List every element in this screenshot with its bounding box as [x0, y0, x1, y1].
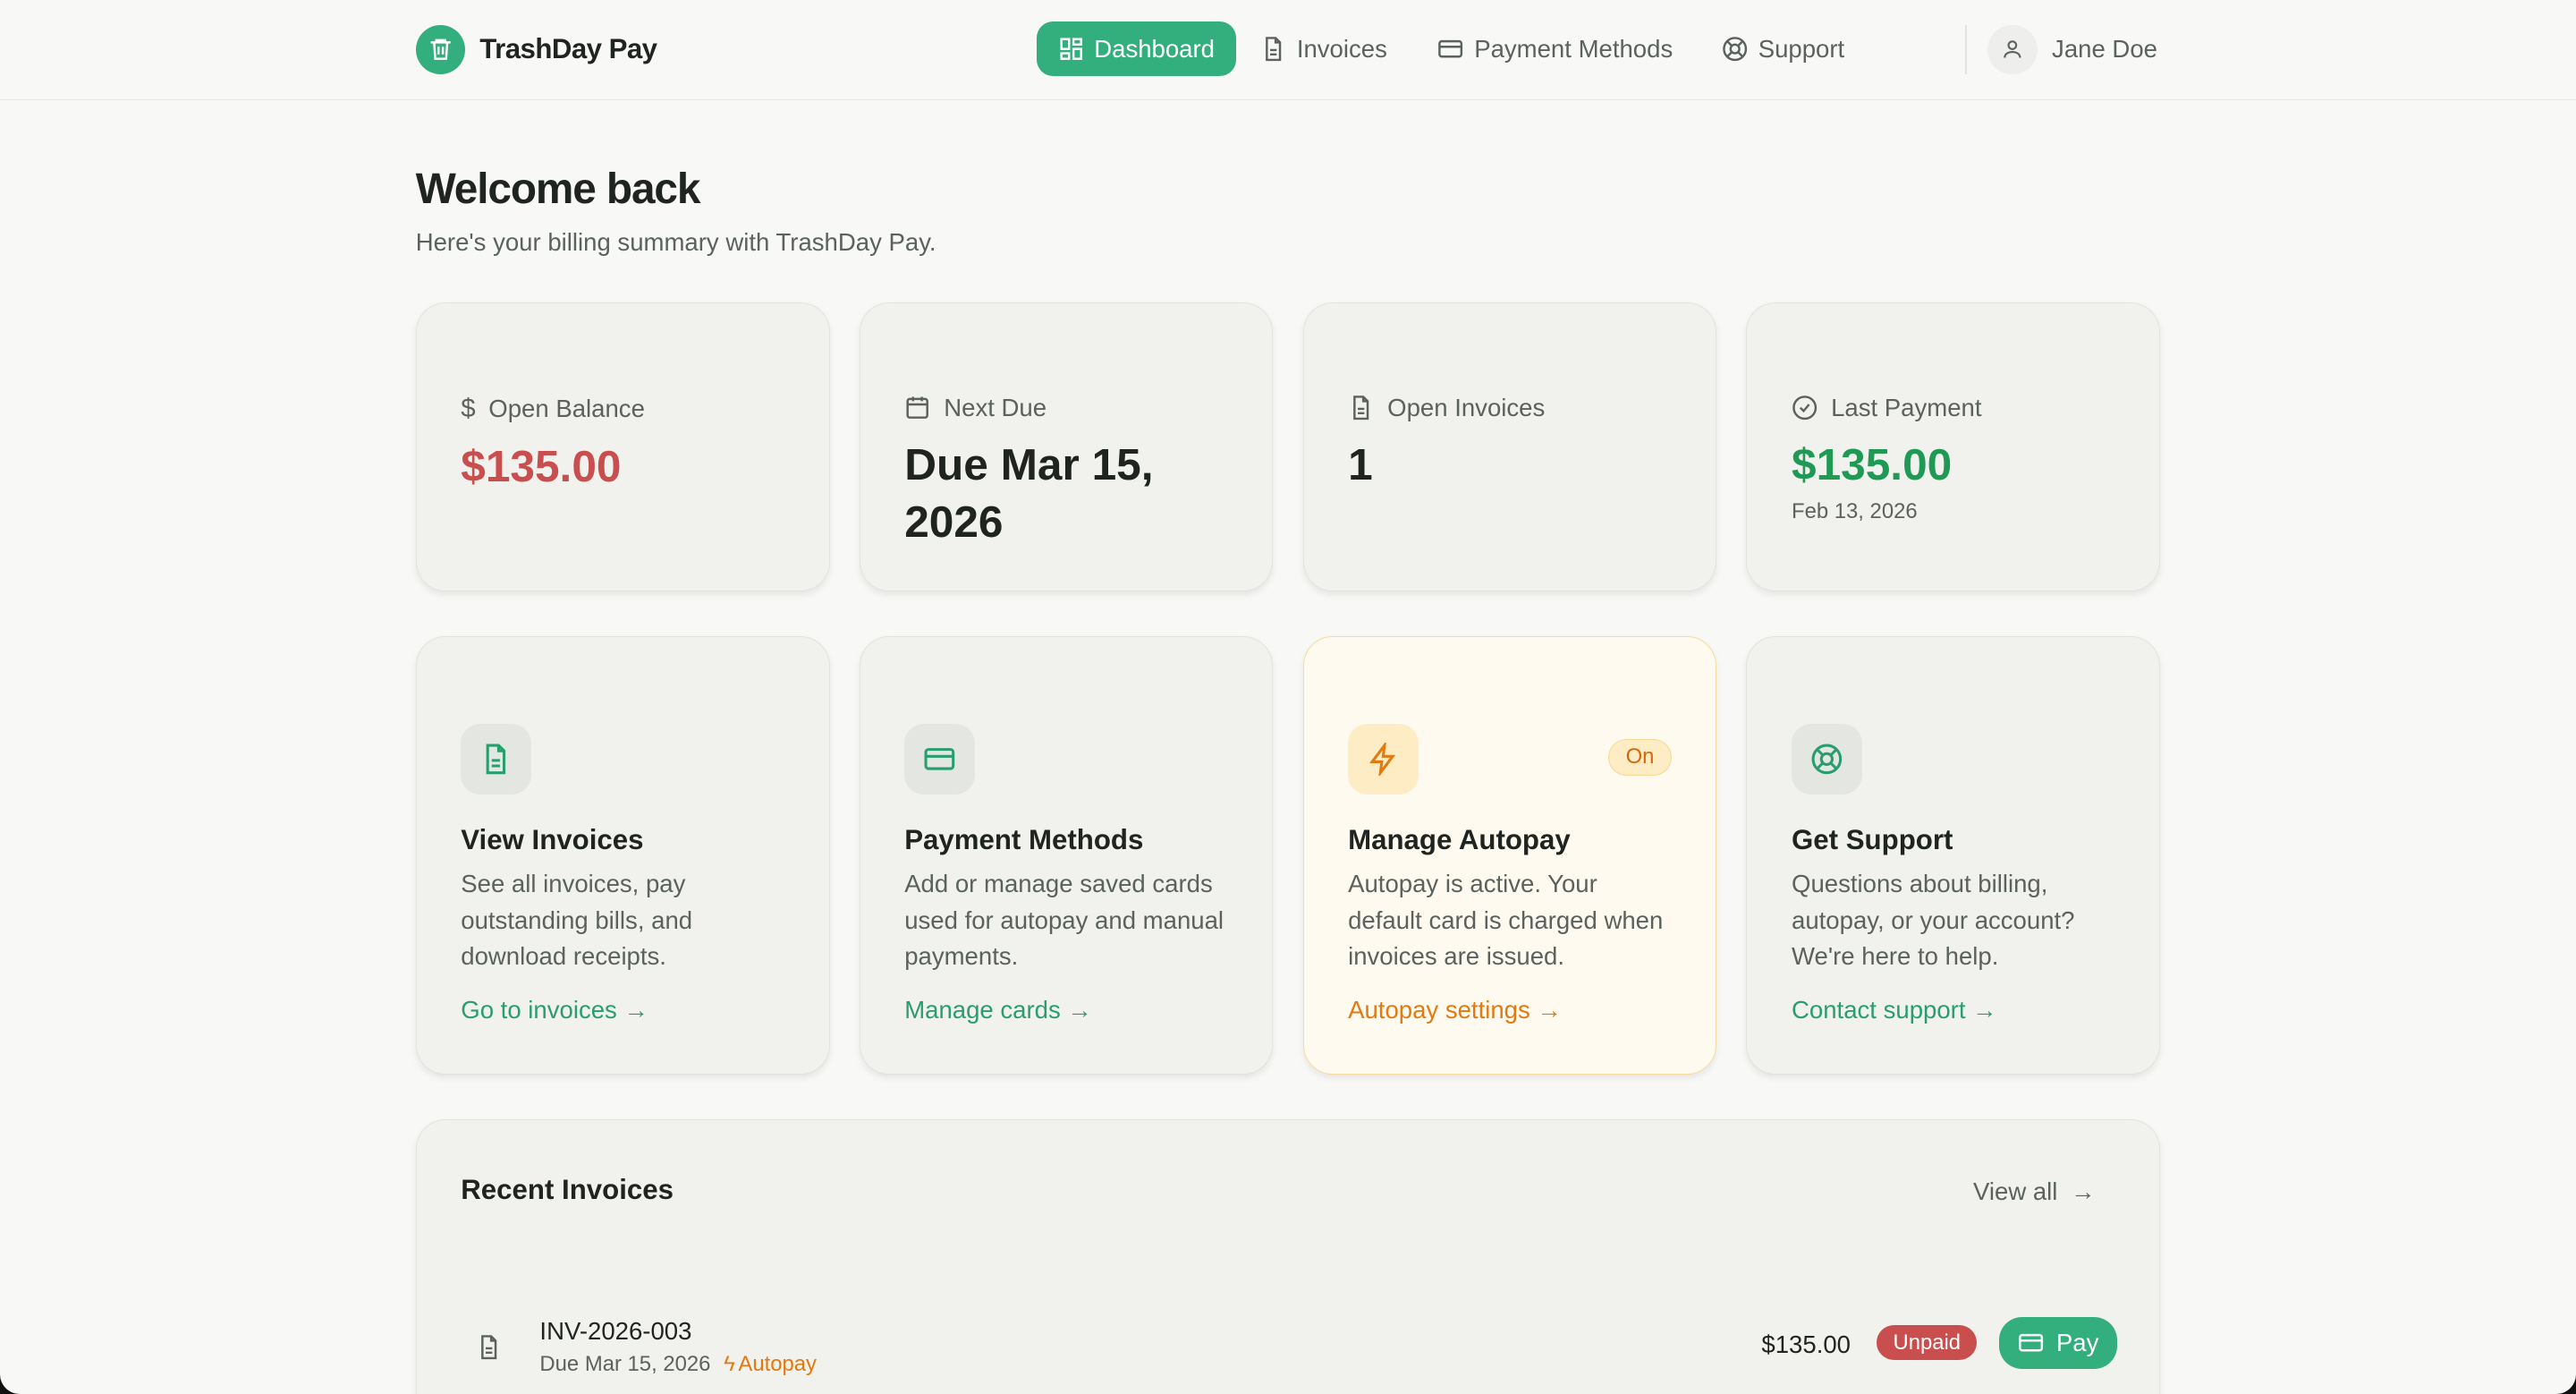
nav-dashboard[interactable]: Dashboard — [1036, 21, 1236, 77]
stat-open-invoices: Open Invoices 1 — [1302, 302, 1717, 592]
logo[interactable]: TrashDay Pay — [415, 24, 657, 74]
card-view-invoices: View Invoices See all invoices, pay outs… — [415, 635, 830, 1075]
card-get-support: Get Support Questions about billing, aut… — [1746, 635, 2161, 1075]
dollar-icon: $ — [461, 393, 476, 423]
status-badge: Unpaid — [1877, 1325, 1978, 1361]
credit-card-icon — [1438, 39, 1463, 58]
go-to-invoices-link[interactable]: Go to invoices → — [461, 996, 649, 1024]
file-icon — [1353, 395, 1369, 421]
section-title: Recent Invoices — [461, 1174, 674, 1206]
invoice-due: Due Mar 15, 2026 — [539, 1351, 711, 1376]
app-name: TrashDay Pay — [479, 33, 657, 65]
stat-open-balance: $ Open Balance $135.00 — [415, 302, 830, 592]
autopay-tag: Autopay — [738, 1351, 817, 1376]
credit-card-icon — [2018, 1334, 2043, 1352]
trash-icon — [415, 24, 465, 74]
grid-icon — [1060, 38, 1082, 60]
user-icon — [1987, 24, 2038, 74]
header: TrashDay Pay Dashboard Invoices Payment … — [0, 0, 2576, 101]
life-buoy-icon — [1723, 37, 1748, 62]
stat-last-payment: Last Payment $135.00 Feb 13, 2026 — [1746, 302, 2161, 592]
calendar-icon — [906, 396, 929, 420]
manage-cards-link[interactable]: Manage cards → — [904, 996, 1092, 1024]
table-row[interactable]: INV-2026-003 Due Mar 15, 2026 ϟ Autopay $1… — [476, 1314, 2117, 1380]
lightning-icon — [1348, 724, 1419, 795]
autopay-status-badge: On — [1608, 738, 1672, 776]
invoice-id: INV-2026-003 — [539, 1317, 692, 1346]
page-title: Welcome back — [415, 165, 701, 213]
arrow-right-icon: → — [2071, 1177, 2096, 1206]
nav-payment-methods[interactable]: Payment Methods — [1411, 21, 1697, 76]
pay-button[interactable]: Pay — [1998, 1317, 2117, 1369]
main-nav: Dashboard Invoices Payment Methods Suppo… — [1036, 21, 1869, 77]
stat-next-due: Next Due Due Mar 15, 2026 — [859, 302, 1274, 592]
nav-support[interactable]: Support — [1698, 21, 1869, 76]
card-payment-methods: Payment Methods Add or manage saved card… — [859, 635, 1274, 1075]
check-circle-icon — [1792, 395, 1818, 421]
file-icon — [461, 724, 532, 795]
divider — [1964, 24, 1967, 74]
view-all-link[interactable]: View all → — [1973, 1177, 2096, 1206]
file-icon — [1266, 37, 1282, 62]
recent-invoices: Recent Invoices View all → INV-2026-003 D… — [415, 1118, 2161, 1394]
autopay-settings-link[interactable]: Autopay settings → — [1348, 996, 1562, 1024]
user-menu[interactable]: Jane Doe — [1987, 24, 2157, 74]
contact-support-link[interactable]: Contact support → — [1792, 996, 1997, 1024]
nav-invoices[interactable]: Invoices — [1236, 21, 1412, 76]
card-manage-autopay: On Manage Autopay Autopay is active. You… — [1302, 635, 1717, 1075]
credit-card-icon — [904, 724, 976, 795]
user-name: Jane Doe — [2052, 35, 2157, 64]
page-subtitle: Here's your billing summary with TrashDa… — [415, 228, 936, 257]
file-icon — [480, 1334, 497, 1359]
invoice-amount: $135.00 — [1761, 1330, 1851, 1358]
life-buoy-icon — [1792, 724, 1862, 795]
lightning-icon: ϟ — [724, 1351, 735, 1376]
